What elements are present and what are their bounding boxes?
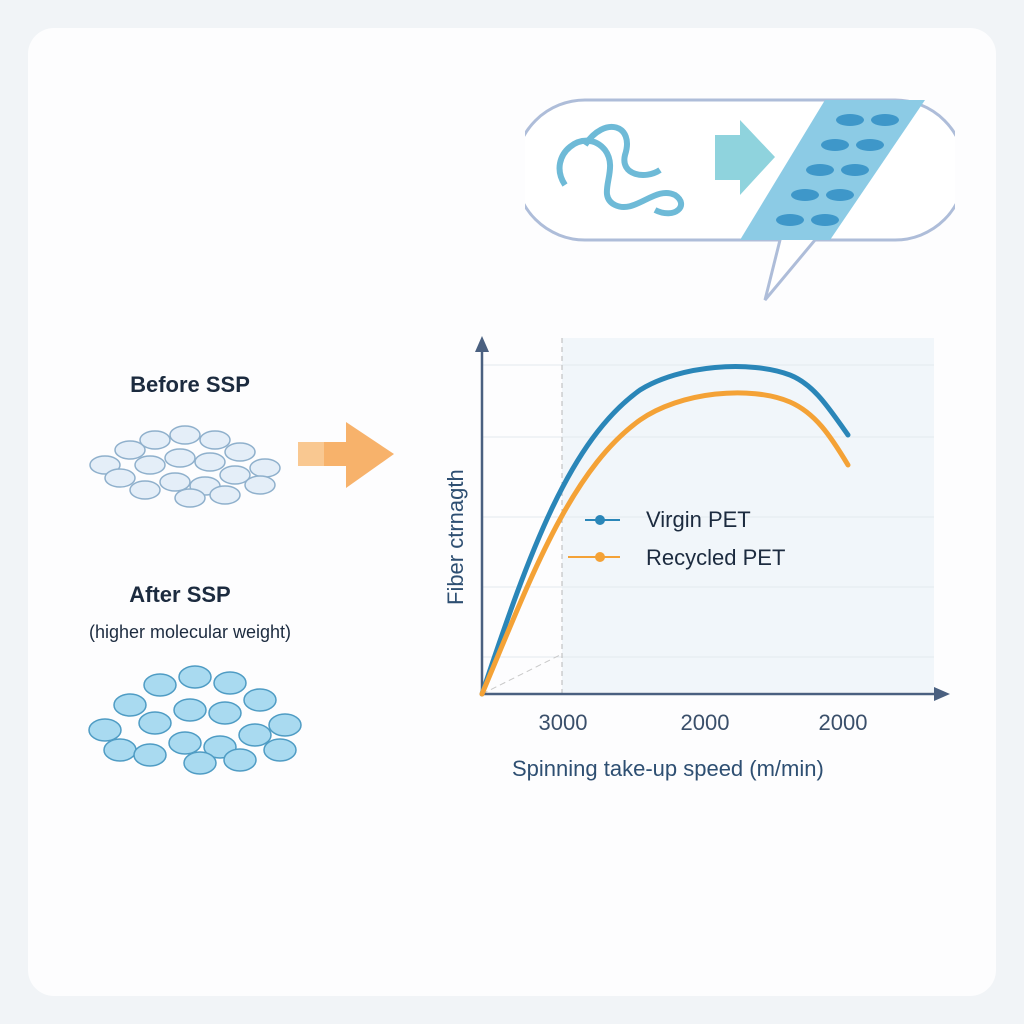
after-ssp-sublabel: (higher molecular weight) (88, 622, 292, 642)
molecular-callout-bubble (525, 98, 955, 301)
legend-virgin-pet: Virgin PET (646, 507, 751, 532)
aligned-crystalline-fiber-icon (740, 100, 925, 240)
x-tick-2: 2000 (680, 710, 730, 735)
recycled-legend-marker (595, 552, 605, 562)
teal-arrow-icon (715, 120, 775, 195)
x-axis-title: Spinning take-up speed (m/min) (512, 756, 824, 781)
y-axis-title: Fiber ctrnagth (443, 469, 468, 605)
x-tick-1: 3000 (538, 710, 588, 735)
fiber-strength-chart (475, 336, 950, 701)
virgin-pet-line (479, 364, 851, 697)
pellet-pile-pale-icon (89, 425, 281, 508)
x-tick-3: 2000 (818, 710, 868, 735)
orange-arrow-icon (298, 422, 394, 488)
before-ssp-label: Before SSP (130, 372, 250, 397)
recycled-pet-line (479, 390, 851, 697)
virgin-legend-marker (595, 515, 605, 525)
tangled-polymer-chain-icon (556, 123, 684, 217)
pellet-pile-blue-icon (88, 665, 302, 775)
after-ssp-label: After SSP (129, 582, 231, 607)
legend-recycled-pet: Recycled PET (646, 545, 786, 570)
